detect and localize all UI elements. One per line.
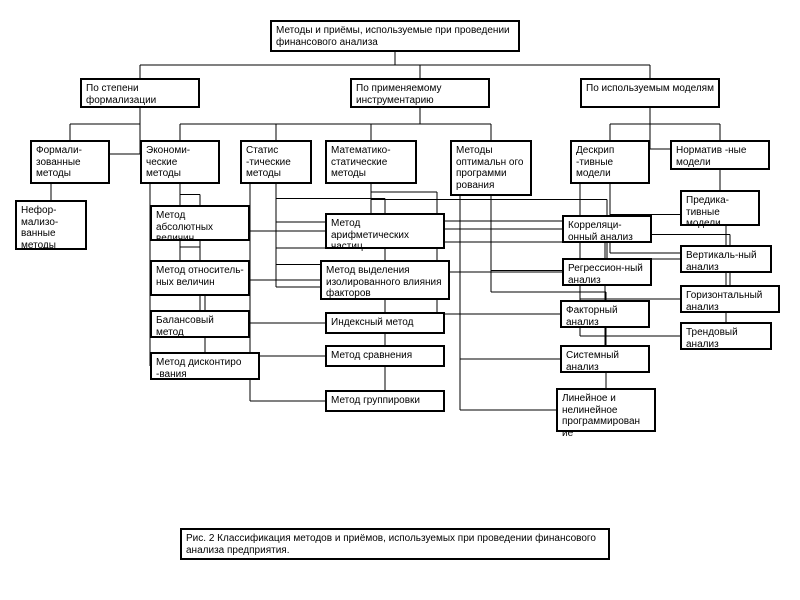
node-label-d_horiz: Горизонтальный анализ bbox=[686, 290, 762, 313]
node-label-e_rel: Метод относитель-ных величин bbox=[156, 265, 244, 288]
node-s_isol: Метод выделения изолированного влияния ф… bbox=[320, 260, 450, 300]
node-m_fact: Факторный анализ bbox=[560, 300, 650, 328]
node-n_opt: Методы оптимальн ого программи рования bbox=[450, 140, 532, 196]
node-label-m_fact: Факторный анализ bbox=[566, 305, 618, 328]
node-label-s_isol: Метод выделения изолированного влияния ф… bbox=[326, 265, 442, 299]
node-label-n_econ: Экономи-ческие методы bbox=[146, 145, 190, 179]
node-n_norm: Норматив -ные модели bbox=[670, 140, 770, 170]
node-root: Методы и приёмы, используемые при провед… bbox=[270, 20, 520, 52]
node-s_cmp: Метод сравнения bbox=[325, 345, 445, 367]
node-label-n_descr: Дескрип -тивные модели bbox=[576, 145, 614, 179]
node-o_sys: Системный анализ bbox=[560, 345, 650, 373]
node-s_idx: Индексный метод bbox=[325, 312, 445, 334]
node-label-d_trend: Трендовый анализ bbox=[686, 327, 738, 350]
node-c1: По степени формализации bbox=[80, 78, 200, 108]
node-d_trend: Трендовый анализ bbox=[680, 322, 772, 350]
node-label-n_neform: Нефор-мализо-ванные методы bbox=[21, 205, 58, 251]
node-label-n_stat: Статис -тические методы bbox=[246, 145, 291, 179]
node-n_descr: Дескрип -тивные модели bbox=[570, 140, 650, 184]
node-e_disc: Метод дисконтиро -вания bbox=[150, 352, 260, 380]
node-d_pred: Предика-тивные модели bbox=[680, 190, 760, 226]
node-label-caption: Рис. 2 Классификация методов и приёмов, … bbox=[186, 533, 596, 556]
node-label-e_bal: Балансовый метод bbox=[156, 315, 214, 338]
node-label-e_disc: Метод дисконтиро -вания bbox=[156, 357, 241, 380]
node-e_bal: Балансовый метод bbox=[150, 310, 250, 338]
node-label-s_cmp: Метод сравнения bbox=[331, 350, 412, 361]
node-e_abs: Метод абсолютных величин bbox=[150, 205, 250, 241]
node-label-root: Методы и приёмы, используемые при провед… bbox=[276, 25, 510, 48]
node-d_horiz: Горизонтальный анализ bbox=[680, 285, 780, 313]
node-c2: По применяемому инструментарию bbox=[350, 78, 490, 108]
node-o_lin: Линейное и нелинейное программирован ие bbox=[556, 388, 656, 432]
node-n_formal: Формали-зованные методы bbox=[30, 140, 110, 184]
node-label-c3: По используемым моделям bbox=[586, 83, 714, 94]
node-s_grp: Метод группировки bbox=[325, 390, 445, 412]
node-label-n_norm: Норматив -ные модели bbox=[676, 145, 746, 168]
node-label-n_formal: Формали-зованные методы bbox=[36, 145, 82, 179]
node-label-s_idx: Индексный метод bbox=[331, 317, 413, 328]
node-m_corr: Корреляци-онный анализ bbox=[562, 215, 652, 243]
node-n_neform: Нефор-мализо-ванные методы bbox=[15, 200, 87, 250]
node-caption: Рис. 2 Классификация методов и приёмов, … bbox=[180, 528, 610, 560]
node-label-m_regr: Регрессион-ный анализ bbox=[568, 263, 643, 286]
node-label-o_lin: Линейное и нелинейное программирован ие bbox=[562, 393, 640, 439]
node-n_econ: Экономи-ческие методы bbox=[140, 140, 220, 184]
node-s_arith: Метод арифметических частиц bbox=[325, 213, 445, 249]
node-label-c2: По применяемому инструментарию bbox=[356, 83, 441, 106]
node-label-n_opt: Методы оптимальн ого программи рования bbox=[456, 145, 523, 191]
node-m_regr: Регрессион-ный анализ bbox=[562, 258, 652, 286]
node-label-s_arith: Метод арифметических частиц bbox=[331, 218, 409, 252]
node-label-n_math: Математико-статические методы bbox=[331, 145, 391, 179]
node-label-s_grp: Метод группировки bbox=[331, 395, 420, 406]
node-label-o_sys: Системный анализ bbox=[566, 350, 619, 373]
node-n_math: Математико-статические методы bbox=[325, 140, 417, 184]
node-e_rel: Метод относитель-ных величин bbox=[150, 260, 250, 296]
node-label-m_corr: Корреляци-онный анализ bbox=[568, 220, 633, 243]
node-d_vert: Вертикаль-ный анализ bbox=[680, 245, 772, 273]
node-label-e_abs: Метод абсолютных величин bbox=[156, 210, 213, 244]
node-label-c1: По степени формализации bbox=[86, 83, 156, 106]
node-c3: По используемым моделям bbox=[580, 78, 720, 108]
node-label-d_vert: Вертикаль-ный анализ bbox=[686, 250, 757, 273]
node-label-d_pred: Предика-тивные модели bbox=[686, 195, 729, 229]
node-n_stat: Статис -тические методы bbox=[240, 140, 312, 184]
